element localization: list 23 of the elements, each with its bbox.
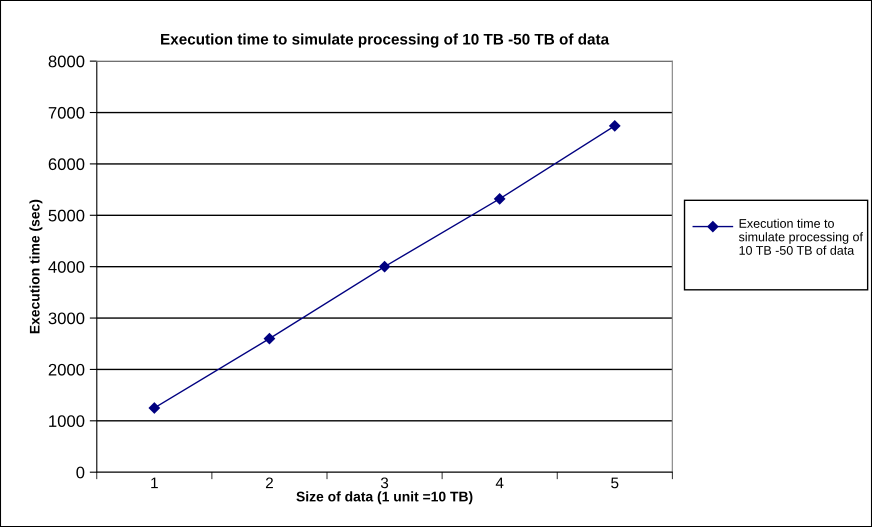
x-tick-label: 2 (266, 477, 273, 488)
x-tick-label: 5 (611, 478, 618, 488)
y-tick-label: 4000 (48, 261, 84, 273)
x-tick-label: 3 (380, 477, 388, 488)
y-tick-label: 1000 (49, 415, 84, 428)
y-tick-label: 6000 (48, 158, 84, 170)
chart-title: Execution time to simulate processing of 10 TB -50 TB of data (161, 33, 610, 48)
y-tick-label: 0 (76, 466, 84, 478)
x-tick-label: 1 (151, 478, 158, 488)
y-axis-title: Execution time (sec) (29, 200, 42, 334)
point (148, 402, 160, 414)
x-tick-label: 4 (496, 478, 504, 488)
y-tick-label: 2000 (48, 364, 84, 376)
point (494, 193, 506, 204)
point (378, 261, 390, 272)
point (264, 332, 276, 344)
y-tick-label: 7000 (48, 106, 84, 119)
y-tick-label: 5000 (48, 210, 84, 222)
y-tick-label: 3000 (48, 312, 84, 324)
y-tick-label: 8000 (48, 56, 84, 68)
point (609, 120, 620, 132)
x-axis-title: Size of data (1 unit =10 TB) (296, 491, 472, 504)
legend-label: Execution time to simulate processing of 10 TB -50 TB of data (738, 218, 863, 255)
